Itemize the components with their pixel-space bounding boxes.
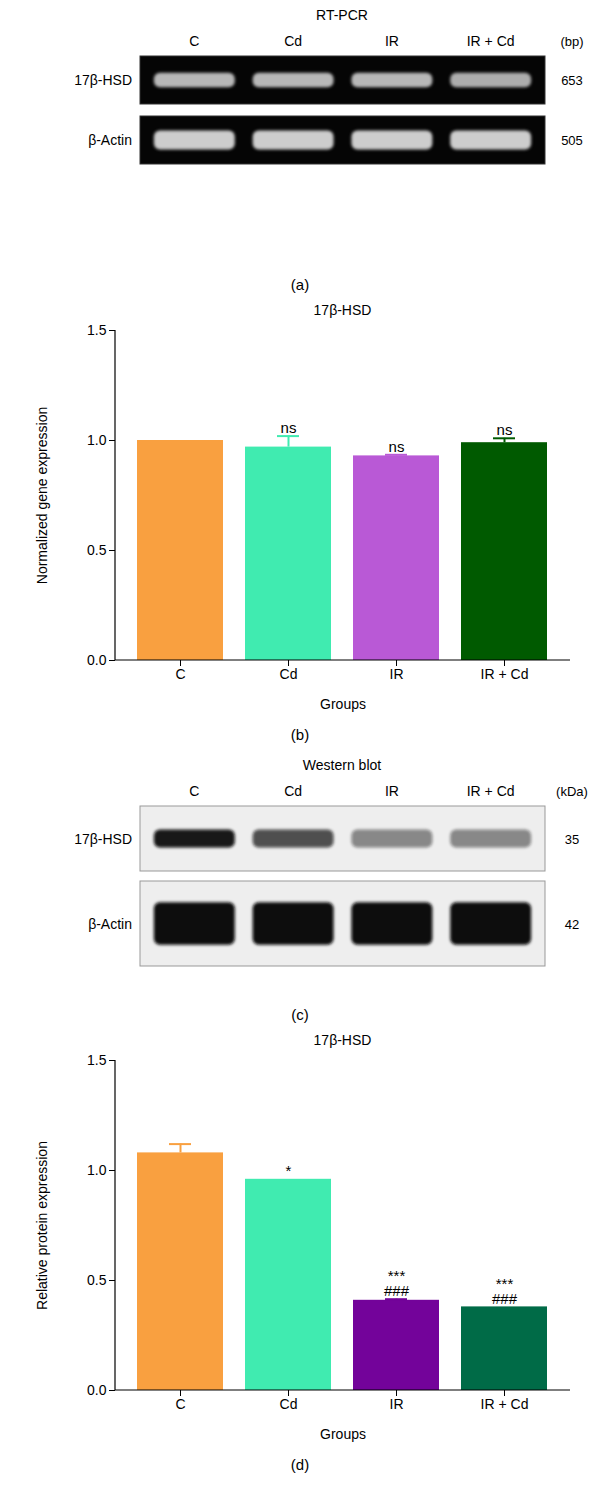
svg-text:IR + Cd: IR + Cd: [467, 783, 515, 799]
svg-text:C: C: [175, 666, 185, 682]
html-text:(a): (a): [290, 276, 310, 293]
svg-text:(bp): (bp): [560, 34, 583, 49]
svg-text:***###: ***###: [384, 1267, 410, 1299]
svg-text:C: C: [189, 783, 199, 799]
svg-text:***###: ***###: [492, 1275, 518, 1307]
svg-text:Groups: Groups: [320, 1426, 366, 1442]
svg-text:1.0: 1.0: [87, 432, 107, 448]
svg-text:ns: ns: [497, 421, 513, 438]
svg-text:IR: IR: [390, 666, 404, 682]
svg-text:0.0: 0.0: [87, 652, 107, 668]
svg-text:17β-HSD: 17β-HSD: [74, 72, 132, 88]
svg-text:0.5: 0.5: [87, 542, 107, 558]
svg-text:Cd: Cd: [284, 33, 302, 49]
html-text:17β-HSD: 17β-HSD: [313, 1032, 372, 1048]
svg-text:42: 42: [565, 917, 579, 932]
svg-text:C: C: [175, 1396, 185, 1412]
svg-text:1.5: 1.5: [87, 322, 107, 338]
svg-text:β-Actin: β-Actin: [88, 132, 132, 148]
html-text:(d): (d): [290, 1456, 310, 1473]
svg-text:IR: IR: [390, 1396, 404, 1412]
svg-text:(kDa): (kDa): [556, 784, 588, 799]
svg-text:RT-PCR: RT-PCR: [316, 7, 368, 23]
svg-text:17β-HSD: 17β-HSD: [74, 831, 132, 847]
svg-text:IR + Cd: IR + Cd: [467, 33, 515, 49]
html-text:(c): (c): [291, 1006, 309, 1023]
svg-text:Western blot: Western blot: [303, 757, 381, 773]
svg-text:1.5: 1.5: [87, 1052, 107, 1068]
svg-text:0.5: 0.5: [87, 1272, 107, 1288]
svg-text:Cd: Cd: [284, 783, 302, 799]
html-text:(b): (b): [290, 726, 310, 743]
svg-text:IR + Cd: IR + Cd: [481, 666, 529, 682]
svg-text:Cd: Cd: [280, 666, 298, 682]
svg-text:ns: ns: [389, 438, 405, 455]
svg-text:IR: IR: [385, 33, 399, 49]
svg-text:*: *: [286, 1162, 292, 1179]
svg-text:ns: ns: [281, 419, 297, 436]
svg-text:Relative protein expression: Relative protein expression: [34, 1141, 50, 1310]
svg-text:Normalized gene expression: Normalized gene expression: [34, 407, 50, 584]
html-text:17β-HSD: 17β-HSD: [313, 302, 372, 318]
svg-text:C: C: [189, 33, 199, 49]
svg-text:653: 653: [561, 73, 583, 88]
svg-text:Groups: Groups: [320, 696, 366, 712]
svg-text:1.0: 1.0: [87, 1162, 107, 1178]
svg-text:Cd: Cd: [280, 1396, 298, 1412]
svg-text:505: 505: [561, 133, 583, 148]
svg-text:β-Actin: β-Actin: [88, 916, 132, 932]
svg-text:0.0: 0.0: [87, 1382, 107, 1398]
svg-text:35: 35: [565, 832, 579, 847]
svg-text:IR + Cd: IR + Cd: [481, 1396, 529, 1412]
svg-text:IR: IR: [385, 783, 399, 799]
